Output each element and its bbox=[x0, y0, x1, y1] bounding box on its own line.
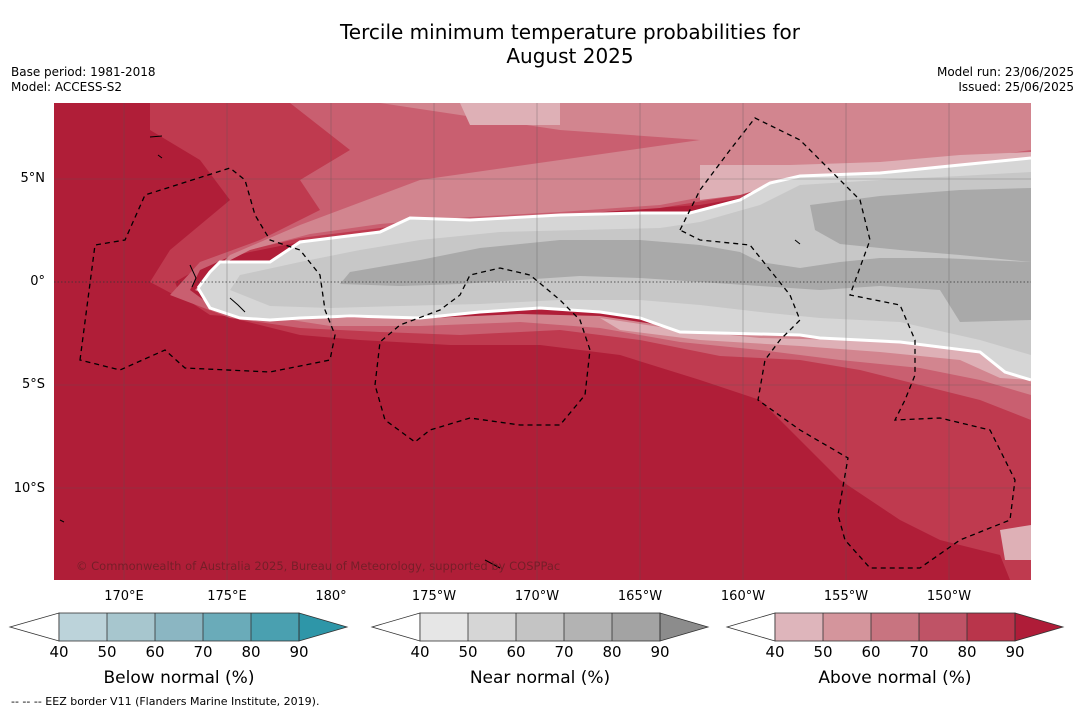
colorbar-below-title: Below normal (%) bbox=[103, 668, 255, 688]
colorbar-above-segment bbox=[967, 613, 1015, 641]
model-name: Model: ACCESS-S2 bbox=[11, 80, 123, 94]
colorbar-above-tick: 70 bbox=[909, 643, 929, 661]
model-run: Model run: 23/06/2025 bbox=[936, 65, 1074, 79]
above-normal-50 bbox=[460, 103, 560, 125]
colorbar-near-segment bbox=[516, 613, 564, 641]
colorbar-below-min-arrow bbox=[8, 612, 60, 642]
colorbar-below-tick: 70 bbox=[193, 643, 213, 661]
colorbar-near-outline bbox=[419, 612, 661, 642]
colorbar-below-tick: 60 bbox=[145, 643, 165, 661]
colorbar-above-tick: 80 bbox=[957, 643, 977, 661]
lat-label-5n: 5°N bbox=[20, 171, 46, 186]
colorbar-above-tick: 40 bbox=[765, 643, 785, 661]
colorbar-above-title: Above normal (%) bbox=[818, 668, 972, 688]
lon-label-170e: 170°E bbox=[104, 589, 144, 604]
colorbar-near-segment bbox=[468, 613, 516, 641]
colorbar-below-segment bbox=[155, 613, 203, 641]
base-period: Base period: 1981-2018 bbox=[11, 65, 156, 79]
above-normal-60 bbox=[195, 103, 1031, 395]
copyright-notice: © Commonwealth of Australia 2025, Bureau… bbox=[76, 559, 561, 573]
colorbar-above bbox=[725, 612, 1065, 642]
eez-borders bbox=[79, 117, 1016, 569]
colorbar-near-tick: 80 bbox=[602, 643, 622, 661]
colorbar-above-min-arrow bbox=[725, 612, 776, 642]
colorbar-near-segment bbox=[564, 613, 612, 641]
colorbar-above-outline bbox=[774, 612, 1016, 642]
title-line-1: Tercile minimum temperature probabilitie… bbox=[339, 20, 801, 44]
lat-label-5s: 5°S bbox=[21, 377, 45, 392]
colorbar-below-max-arrow bbox=[298, 612, 349, 642]
colorbar-near-min-arrow bbox=[370, 612, 421, 642]
map-area bbox=[54, 103, 1031, 580]
lon-label-175e: 175°E bbox=[207, 589, 247, 604]
above-normal-50-d bbox=[1000, 525, 1031, 560]
colorbar-above-max-arrow bbox=[1014, 612, 1065, 642]
meta-left: Base period: 1981-2018 Model: ACCESS-S2 bbox=[11, 65, 156, 95]
colorbar-below-outline bbox=[58, 612, 300, 642]
title-line-2: August 2025 bbox=[506, 44, 634, 68]
colorbar-below-segment bbox=[203, 613, 251, 641]
category-boundary-north bbox=[196, 156, 1031, 289]
colorbar-above-tick: 60 bbox=[861, 643, 881, 661]
colorbar-above-tick: 90 bbox=[1005, 643, 1025, 661]
colorbar-above-segment bbox=[919, 613, 967, 641]
colorbar-near-tick: 60 bbox=[506, 643, 526, 661]
colorbar-near-tick: 70 bbox=[554, 643, 574, 661]
colorbar-above-tick: 50 bbox=[813, 643, 833, 661]
colorbar-above-segment bbox=[775, 613, 823, 641]
islands bbox=[59, 135, 801, 569]
colorbar-below-tick: 80 bbox=[241, 643, 261, 661]
colorbar-near-segment bbox=[420, 613, 468, 641]
colorbar-below-tick: 40 bbox=[49, 643, 69, 661]
lon-label-165w: 165°W bbox=[617, 589, 663, 604]
lat-label-equator: 0° bbox=[30, 274, 45, 289]
colorbar-near-tick: 40 bbox=[410, 643, 430, 661]
meta-right: Model run: 23/06/2025 Issued: 25/06/2025 bbox=[937, 65, 1074, 95]
lon-label-150w: 150°W bbox=[926, 589, 972, 604]
colorbar-above-segment bbox=[871, 613, 919, 641]
lon-label-180: 180° bbox=[315, 589, 347, 604]
near-normal-70-region bbox=[340, 240, 1031, 322]
colorbar-above-segment bbox=[823, 613, 871, 641]
eez-legend-note: -- -- -- EEZ border V11 (Flanders Marine… bbox=[11, 695, 320, 708]
colorbar-near-title: Near normal (%) bbox=[469, 668, 611, 688]
chart-title: Tercile minimum temperature probabilitie… bbox=[0, 20, 1085, 68]
colorbar-near-tick: 90 bbox=[650, 643, 670, 661]
lon-label-175w: 175°W bbox=[411, 589, 457, 604]
colorbar-near bbox=[370, 612, 710, 642]
lon-label-160w: 160°W bbox=[720, 589, 766, 604]
colorbar-near-max-arrow bbox=[659, 612, 710, 642]
colorbar-below-segment bbox=[251, 613, 299, 641]
near-normal-70-north bbox=[810, 188, 1031, 262]
colorbar-below-segment bbox=[107, 613, 155, 641]
colorbar-below-tick: 90 bbox=[289, 643, 309, 661]
lon-label-170w: 170°W bbox=[514, 589, 560, 604]
lon-label-155w: 155°W bbox=[823, 589, 869, 604]
colorbar-near-segment bbox=[612, 613, 660, 641]
colorbar-below-tick: 50 bbox=[97, 643, 117, 661]
gridlines bbox=[54, 103, 1031, 580]
colorbar-below-segment bbox=[59, 613, 107, 641]
colorbar-near-tick: 50 bbox=[458, 643, 478, 661]
issued-date: Issued: 25/06/2025 bbox=[958, 80, 1074, 94]
lat-label-10s: 10°S bbox=[13, 481, 45, 496]
colorbar-below bbox=[8, 612, 349, 642]
